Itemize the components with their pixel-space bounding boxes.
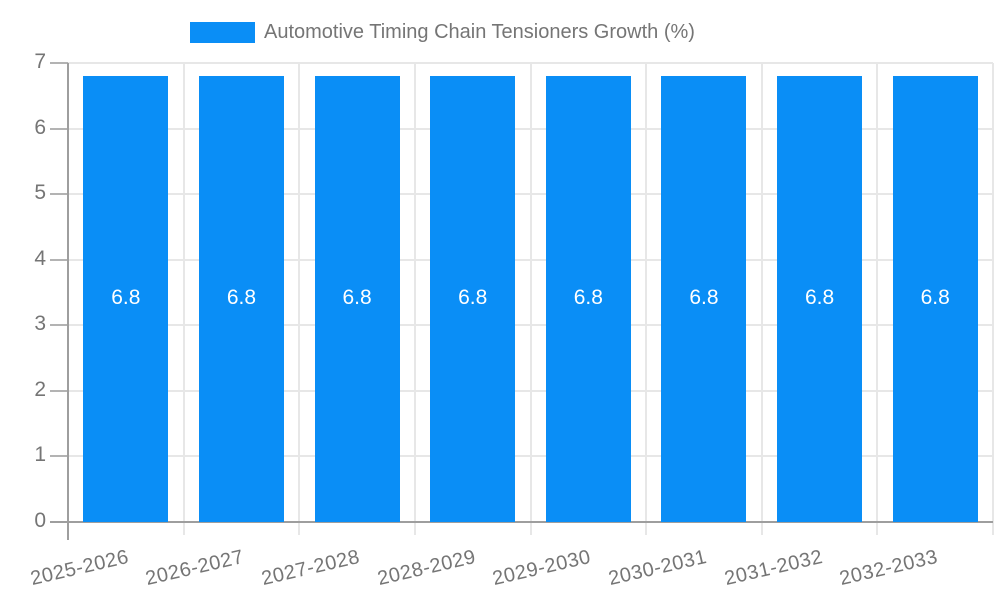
bar: 6.8 <box>777 76 863 522</box>
y-axis-tick <box>50 193 68 196</box>
gridline-vertical <box>182 63 185 535</box>
bar: 6.8 <box>545 76 631 522</box>
legend-swatch-icon <box>190 22 255 43</box>
y-axis-tick <box>50 258 68 261</box>
bar-value-label: 6.8 <box>458 286 488 310</box>
bar-value-label: 6.8 <box>689 286 719 310</box>
y-axis-tick <box>50 389 68 392</box>
chart-legend: Automotive Timing Chain Tensioners Growt… <box>190 21 695 44</box>
y-axis-tick <box>50 324 68 327</box>
y-axis-label: 6 <box>34 115 46 139</box>
y-axis-tick <box>50 455 68 458</box>
gridline-vertical <box>298 63 301 535</box>
gridline-vertical <box>760 63 763 535</box>
y-axis-label: 5 <box>34 181 46 205</box>
bar: 6.8 <box>198 76 284 522</box>
y-axis-label: 2 <box>34 377 46 401</box>
bar-value-label: 6.8 <box>342 286 372 310</box>
bar-value-label: 6.8 <box>920 286 950 310</box>
y-axis-label: 7 <box>34 50 46 73</box>
y-axis-tick <box>50 62 68 64</box>
bar: 6.8 <box>83 76 169 522</box>
gridline-vertical <box>876 63 879 535</box>
bar: 6.8 <box>661 76 747 522</box>
gridline-vertical <box>645 63 648 535</box>
gridline-vertical <box>413 63 416 535</box>
y-axis-line <box>67 63 69 540</box>
y-axis-label: 0 <box>34 509 46 532</box>
bar-value-label: 6.8 <box>573 286 603 310</box>
bar: 6.8 <box>314 76 400 522</box>
gridline-vertical <box>529 63 532 535</box>
y-axis-label: 3 <box>34 312 46 336</box>
bar: 6.8 <box>430 76 516 522</box>
gridline-vertical <box>992 63 994 535</box>
y-axis-label: 1 <box>34 443 46 467</box>
y-axis-tick <box>50 127 68 130</box>
x-axis-line <box>50 521 993 523</box>
bar-value-label: 6.8 <box>804 286 835 310</box>
y-axis-label: 4 <box>34 246 46 270</box>
bar: 6.8 <box>892 76 978 522</box>
bar-value-label: 6.8 <box>111 286 141 310</box>
legend-label: Automotive Timing Chain Tensioners Growt… <box>264 21 695 43</box>
bar-value-label: 6.8 <box>226 286 257 310</box>
